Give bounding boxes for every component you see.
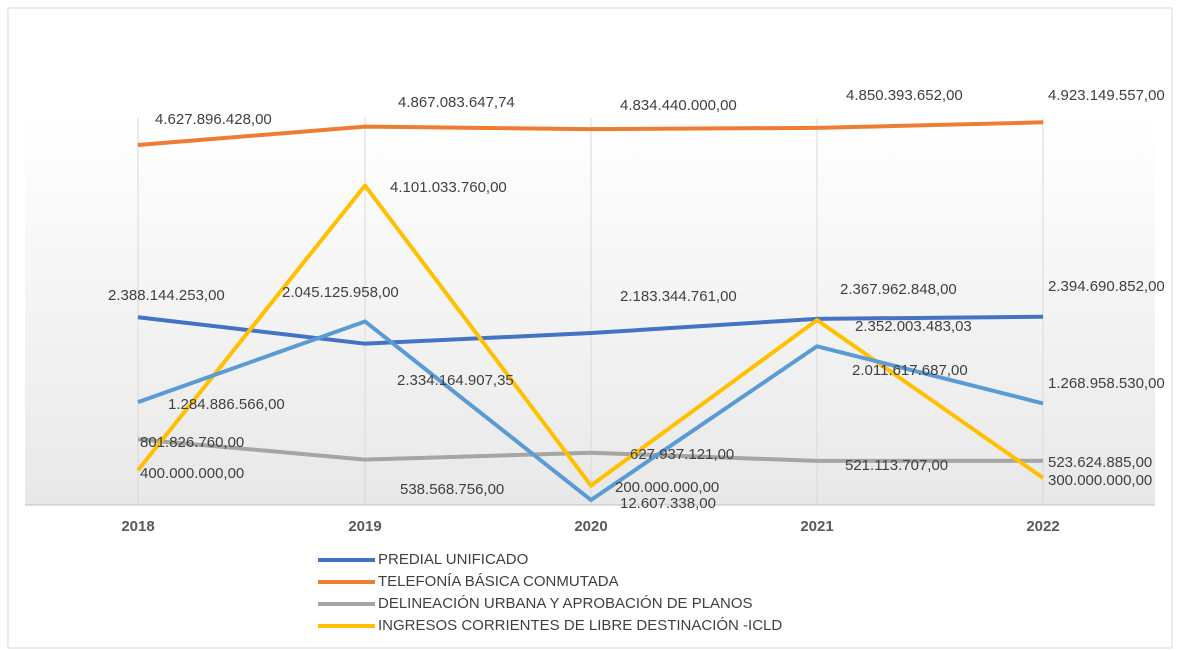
data-label: 2.388.144.253,00 (108, 287, 225, 304)
series-line (137, 314, 1044, 346)
series-line (136, 183, 1045, 488)
data-label: 1.268.958.530,00 (1048, 375, 1165, 392)
data-label: 4.101.033.760,00 (390, 179, 507, 196)
series-line (137, 437, 1044, 463)
data-label: 200.000.000,00 (615, 479, 719, 496)
legend-label: INGRESOS CORRIENTES DE LIBRE DESTINACIÓN… (378, 617, 782, 634)
x-tick-label: 2019 (348, 518, 381, 535)
data-label: 2.352.003.483,03 (855, 318, 972, 335)
data-label: 2.045.125.958,00 (282, 284, 399, 301)
data-label: 627.937.121,00 (630, 446, 734, 463)
data-label: 4.923.149.557,00 (1048, 87, 1165, 104)
data-label: 2.011.617.687,00 (852, 362, 968, 379)
data-label: 4.834.440.000,00 (620, 97, 737, 114)
data-label: 12.607.338,00 (620, 495, 716, 512)
legend-label: PREDIAL UNIFICADO (378, 551, 528, 568)
data-label: 400.000.000,00 (140, 465, 244, 482)
series-line (137, 120, 1044, 148)
data-label: 1.284.886.566,00 (168, 396, 285, 413)
x-tick-label: 2020 (574, 518, 607, 535)
legend-label: TELEFONÍA BÁSICA CONMUTADA (378, 573, 619, 590)
data-label: 521.113.707,00 (845, 457, 948, 474)
x-tick-label: 2022 (1026, 518, 1059, 535)
data-label: 2.394.690.852,00 (1048, 278, 1165, 295)
data-label: 2.334.164.907,35 (397, 372, 514, 389)
data-label: 4.850.393.652,00 (846, 87, 963, 104)
data-label: 4.867.083.647,74 (398, 94, 515, 111)
data-label: 538.568.756,00 (400, 481, 504, 498)
data-label: 300.000.000,00 (1048, 472, 1152, 489)
plot-area (25, 118, 1155, 505)
series-line (137, 319, 1044, 503)
legend-label: DELINEACIÓN URBANA Y APROBACIÓN DE PLANO… (378, 595, 753, 612)
data-label: 523.624.885,00 (1048, 454, 1152, 471)
data-label: 2.367.962.848,00 (840, 281, 957, 298)
data-label: 2.183.344.761,00 (620, 288, 737, 305)
data-label: 4.627.896.428,00 (155, 111, 272, 128)
data-label: 801.826.760,00 (140, 434, 244, 451)
x-tick-label: 2021 (800, 518, 833, 535)
x-tick-label: 2018 (121, 518, 154, 535)
